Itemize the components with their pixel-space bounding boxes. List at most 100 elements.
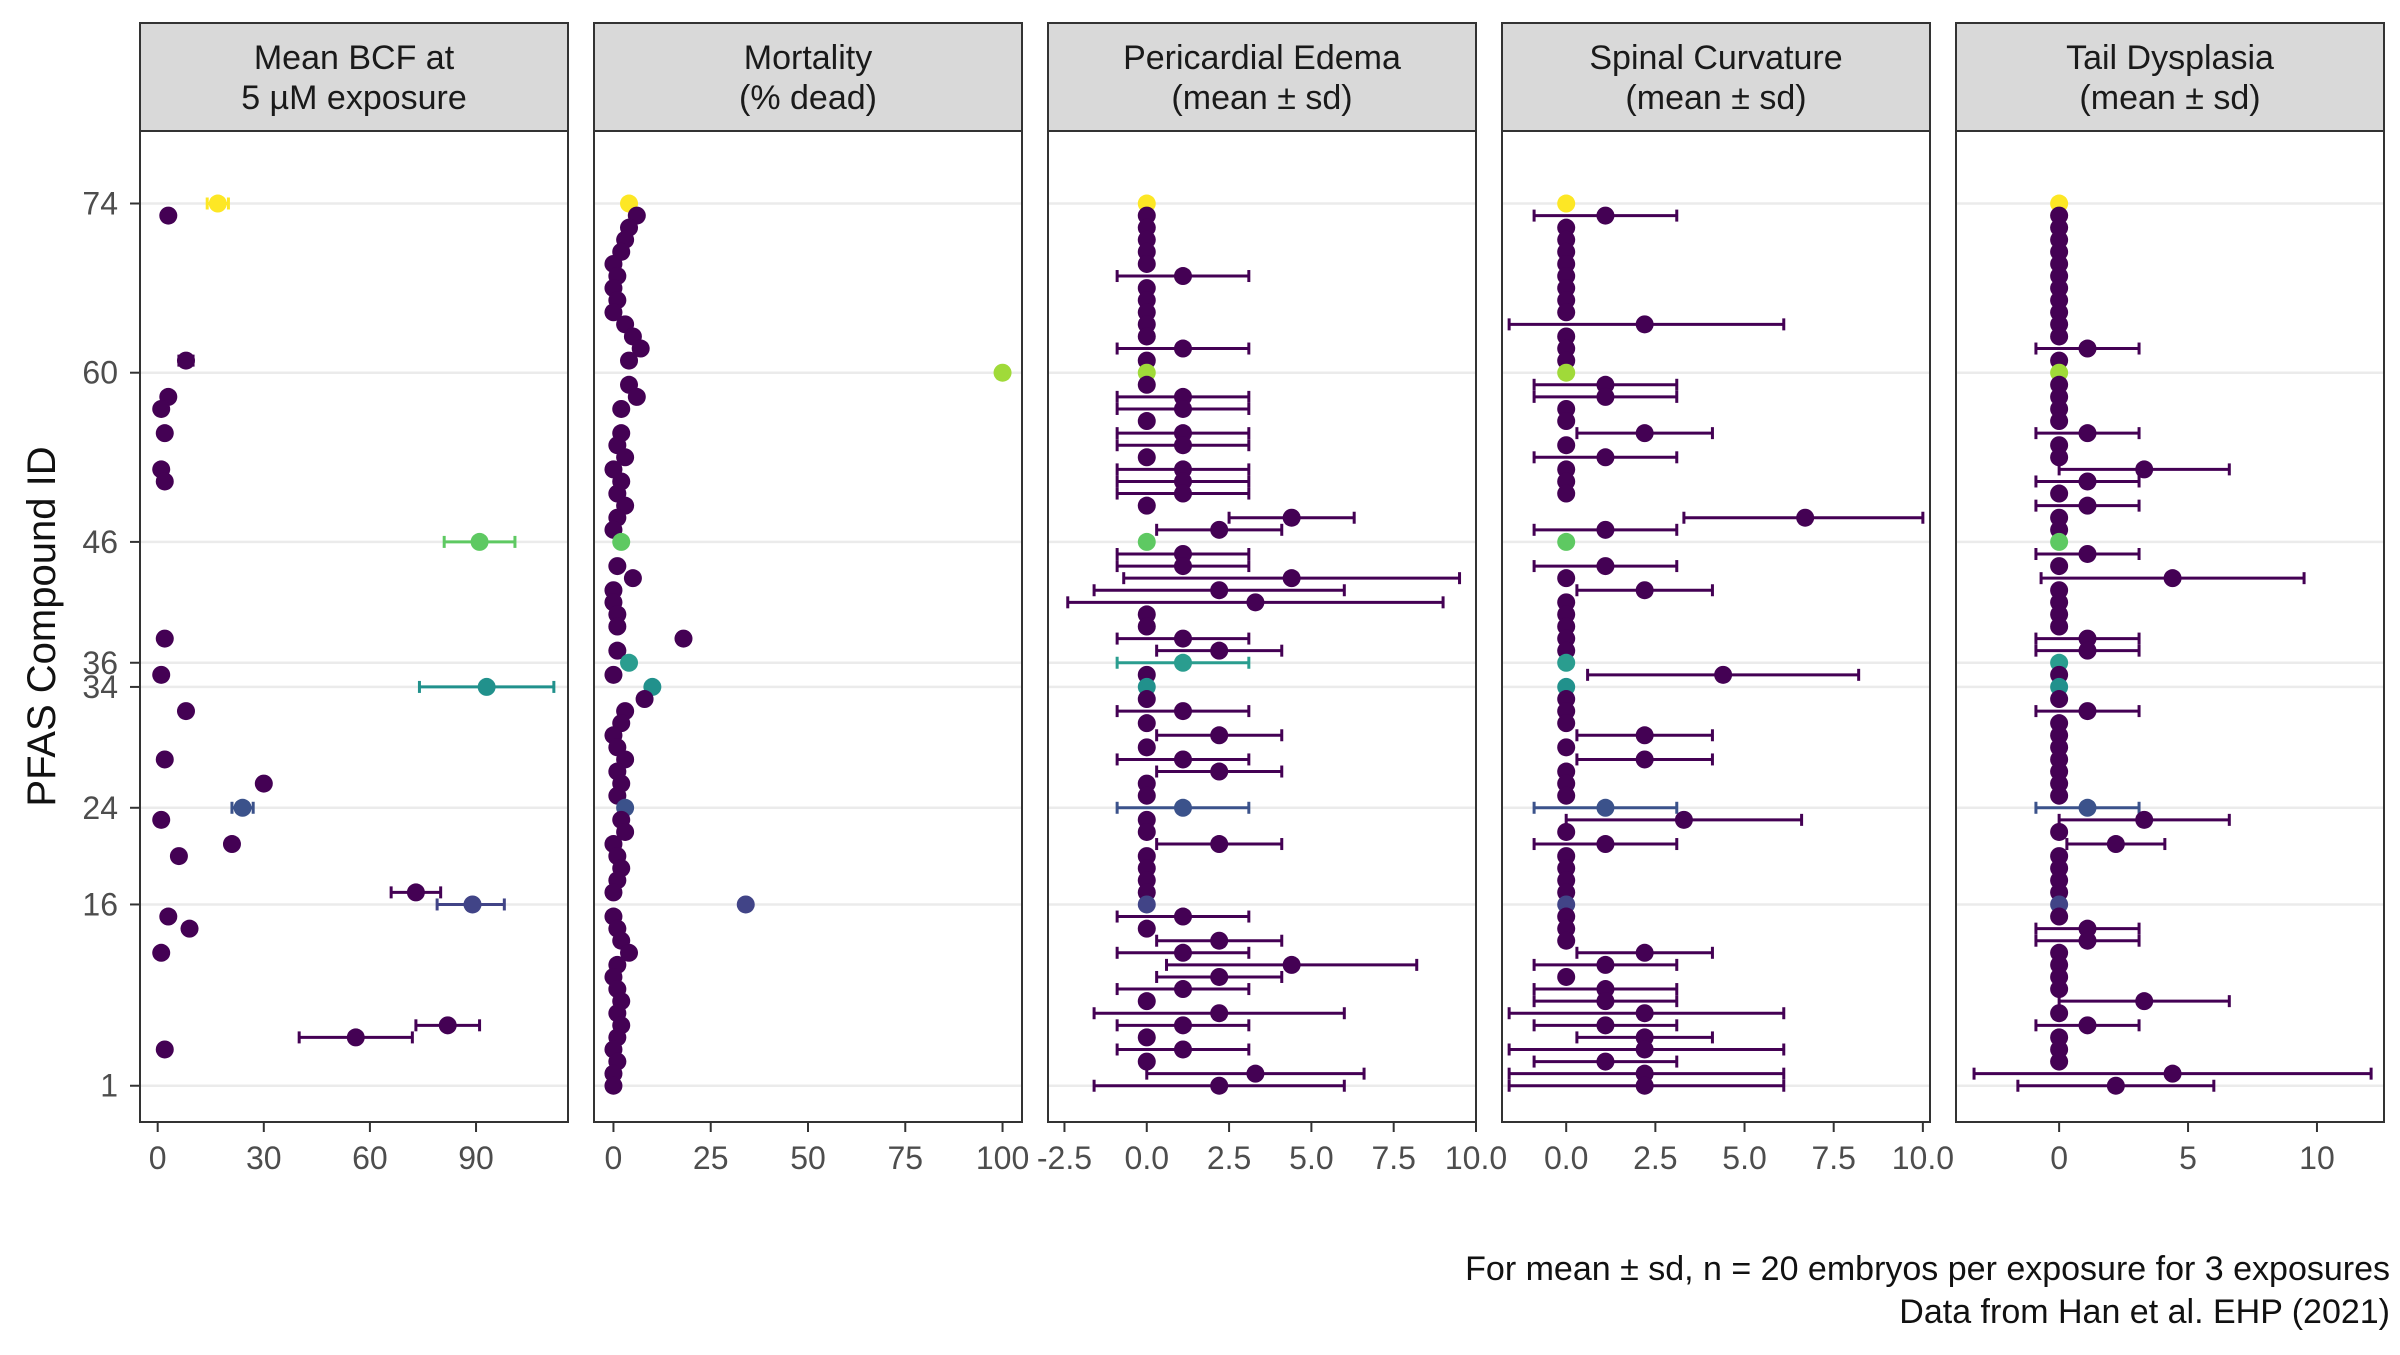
x-tick-label: 0.0	[1544, 1140, 1588, 1176]
data-point	[1246, 593, 1265, 612]
x-tick-label: 0	[605, 1140, 623, 1176]
data-point	[1596, 1016, 1615, 1035]
data-point	[1137, 738, 1156, 757]
data-point	[1173, 339, 1192, 358]
data-point	[2050, 484, 2069, 503]
data-point	[1596, 206, 1615, 225]
data-point	[1137, 690, 1156, 709]
facet-strip	[1501, 22, 1931, 132]
panel-border	[139, 130, 569, 1123]
data-point	[1137, 919, 1156, 938]
data-point	[346, 1028, 365, 1047]
x-tick-label: 7.5	[1811, 1140, 1855, 1176]
data-point	[1137, 496, 1156, 515]
panel-border	[1047, 130, 1477, 1123]
data-point	[1210, 1076, 1229, 1095]
data-point	[2050, 822, 2069, 841]
data-point	[176, 702, 195, 721]
x-tick-label: -2.5	[1037, 1140, 1092, 1176]
data-point	[1557, 412, 1576, 431]
x-tick-label: 30	[246, 1140, 282, 1176]
data-point	[1210, 520, 1229, 539]
data-point	[1557, 532, 1576, 551]
data-point	[152, 943, 171, 962]
data-point	[2050, 532, 2069, 551]
data-point	[2050, 980, 2069, 999]
data-point	[620, 943, 639, 962]
facet-title-line1: Tail Dysplasia	[2066, 39, 2274, 77]
data-point	[1635, 1076, 1654, 1095]
data-point	[616, 822, 635, 841]
facet-title-line1: Spinal Curvature	[1589, 39, 1842, 77]
data-point	[155, 629, 174, 648]
data-point	[1137, 714, 1156, 733]
data-point	[2078, 496, 2097, 515]
data-point	[2050, 690, 2069, 709]
data-point	[463, 895, 482, 914]
data-point	[1173, 798, 1192, 817]
data-point	[2135, 992, 2154, 1011]
data-point	[1557, 967, 1576, 986]
y-tick-label: 74	[82, 186, 118, 222]
data-point	[222, 835, 241, 854]
data-point	[1635, 750, 1654, 769]
x-tick-label: 100	[976, 1140, 1029, 1176]
data-point	[1173, 1040, 1192, 1059]
data-point	[1137, 254, 1156, 273]
data-point	[155, 424, 174, 443]
data-point	[1596, 557, 1615, 576]
data-point	[1557, 303, 1576, 322]
y-tick-label: 46	[82, 524, 118, 560]
data-point	[1137, 1052, 1156, 1071]
y-tick-label: 60	[82, 355, 118, 391]
x-tick-label: 10.0	[1445, 1140, 1507, 1176]
data-point	[180, 919, 199, 938]
data-point	[1557, 194, 1576, 213]
data-point	[2078, 472, 2097, 491]
data-point	[406, 883, 425, 902]
data-point	[2050, 907, 2069, 926]
data-point	[1173, 943, 1192, 962]
data-point	[1173, 267, 1192, 286]
data-point	[1282, 569, 1301, 588]
data-point	[208, 194, 227, 213]
x-tick-label: 10.0	[1892, 1140, 1954, 1176]
facet-title-line2: (mean ± sd)	[1171, 79, 1352, 117]
data-point	[176, 351, 195, 370]
data-point	[1282, 955, 1301, 974]
data-point	[2050, 557, 2069, 576]
data-point	[2050, 1004, 2069, 1023]
data-point	[1596, 448, 1615, 467]
facet-title-line1: Pericardial Edema	[1123, 39, 1401, 77]
data-point	[155, 472, 174, 491]
data-point	[1557, 738, 1576, 757]
data-point	[233, 798, 252, 817]
data-point	[470, 532, 489, 551]
data-point	[1173, 484, 1192, 503]
data-point	[1282, 508, 1301, 527]
data-point	[1173, 907, 1192, 926]
data-point	[1137, 992, 1156, 1011]
data-point	[1137, 375, 1156, 394]
facet-title-line2: (mean ± sd)	[2079, 79, 2260, 117]
facet-title-line1: Mean BCF at	[254, 39, 455, 77]
data-point	[2050, 617, 2069, 636]
data-point	[254, 774, 273, 793]
data-point	[1173, 653, 1192, 672]
data-point	[1173, 1016, 1192, 1035]
panel-background	[594, 131, 1022, 1122]
data-point	[612, 532, 631, 551]
data-point	[1596, 520, 1615, 539]
data-point	[1635, 424, 1654, 443]
data-point	[1714, 665, 1733, 684]
facet-strip	[1955, 22, 2385, 132]
data-point	[1557, 714, 1576, 733]
data-point	[620, 351, 639, 370]
data-point	[1137, 327, 1156, 346]
data-point	[2163, 1064, 2182, 1083]
data-point	[438, 1016, 457, 1035]
data-point	[152, 399, 171, 418]
data-point	[2078, 1016, 2097, 1035]
data-point	[1596, 798, 1615, 817]
data-point	[1557, 822, 1576, 841]
